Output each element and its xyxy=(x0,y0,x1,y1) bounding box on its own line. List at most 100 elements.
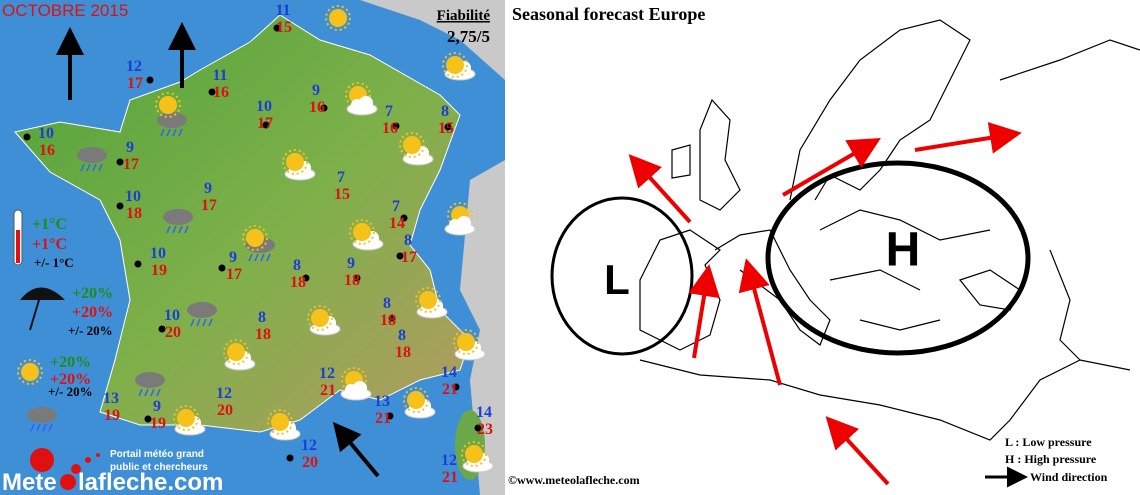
min-temp: 10 xyxy=(164,307,180,324)
max-temp: 17 xyxy=(257,115,273,132)
max-temp: 20 xyxy=(165,324,181,341)
max-temp: 21 xyxy=(442,469,458,486)
city-dot xyxy=(208,88,216,96)
min-temp: 7 xyxy=(337,169,345,186)
max-temp: 15 xyxy=(276,19,292,36)
min-temp: 7 xyxy=(385,103,393,120)
min-temp: 11 xyxy=(212,67,227,84)
legend-text: H : High pressure xyxy=(1005,452,1097,466)
city-dot xyxy=(23,133,31,141)
min-temp: 14 xyxy=(441,364,457,381)
max-temp: 16 xyxy=(309,99,325,116)
legend-text: +1°C xyxy=(32,216,67,233)
min-temp: 12 xyxy=(301,437,317,454)
title: OCTOBRE 2015 xyxy=(2,1,128,20)
city-dot xyxy=(353,274,361,282)
legend-text: +/- 20% xyxy=(68,323,113,338)
wind-arrow xyxy=(914,122,1022,154)
max-temp: 21 xyxy=(442,381,458,398)
min-temp: 10 xyxy=(125,188,141,205)
min-temp: 12 xyxy=(216,385,232,402)
city-dot xyxy=(116,202,124,210)
reliability-value: 2,75/5 xyxy=(447,27,490,46)
min-temp: 14 xyxy=(476,404,492,421)
legend-text: Wind direction xyxy=(1030,470,1108,484)
max-temp: 21 xyxy=(375,410,391,427)
max-temp: 19 xyxy=(104,407,120,424)
legend: +1°C +1°C +/- 1°C +20% +20% +/- 20% +20%… xyxy=(13,209,113,399)
low-label: L xyxy=(604,256,630,303)
min-temp: 13 xyxy=(103,390,119,407)
legend-text: +/- 20% xyxy=(48,384,93,399)
min-temp: 7 xyxy=(392,198,400,215)
max-temp: 16 xyxy=(382,120,398,137)
wind-arrows xyxy=(628,122,1022,486)
city-dot xyxy=(262,121,270,129)
city-dot xyxy=(444,123,452,131)
max-temp: 18 xyxy=(126,205,142,222)
wind-arrow xyxy=(332,421,380,478)
max-temp: 18 xyxy=(255,326,271,343)
max-temp: 15 xyxy=(334,186,350,203)
max-temp: 23 xyxy=(477,421,493,438)
tagline: Portail météo grand xyxy=(110,449,204,460)
min-temp: 12 xyxy=(319,365,335,382)
city-dot xyxy=(286,454,294,462)
min-temp: 9 xyxy=(347,255,355,272)
reliability-label: Fiabilité xyxy=(437,8,491,24)
max-temp: 16 xyxy=(213,84,229,101)
min-temp: 12 xyxy=(126,58,142,75)
min-temp: 9 xyxy=(312,82,320,99)
min-temp: 10 xyxy=(38,125,54,142)
city-dot xyxy=(474,424,482,432)
min-temp: 10 xyxy=(150,245,166,262)
min-temp: 12 xyxy=(441,452,457,469)
city-dot xyxy=(386,412,394,420)
min-temp: 8 xyxy=(258,309,266,326)
max-temp: 17 xyxy=(201,197,217,214)
high-label: H xyxy=(886,224,921,277)
city-dot xyxy=(116,158,124,166)
legend-text: L : Low pressure xyxy=(1005,435,1092,449)
logo: Mete lafleche.com Portail météo grand pu… xyxy=(2,448,223,495)
max-temp: 18 xyxy=(380,312,396,329)
arrows xyxy=(56,22,380,478)
max-temp: 20 xyxy=(217,402,233,419)
legend-text: +/- 1°C xyxy=(34,255,74,270)
min-temp: 9 xyxy=(153,398,161,415)
wind-arrow xyxy=(825,416,890,486)
min-temp: 9 xyxy=(204,180,212,197)
legend-text: +1°C xyxy=(32,236,67,253)
neighbor-land xyxy=(0,0,505,80)
legend-text: +20% xyxy=(50,371,91,388)
wind-arrow xyxy=(688,264,720,359)
max-temp: 19 xyxy=(150,415,166,432)
max-temp: 17 xyxy=(226,266,242,283)
max-temp: 18 xyxy=(395,344,411,361)
city-dot xyxy=(218,264,226,272)
max-temp: 17 xyxy=(123,156,139,173)
min-temp: 13 xyxy=(374,393,390,410)
europe-title: Seasonal forecast Europe xyxy=(512,4,705,24)
max-temp: 20 xyxy=(302,454,318,471)
max-temp: 17 xyxy=(401,249,417,266)
max-temp: 21 xyxy=(320,382,336,399)
min-temp: 9 xyxy=(126,139,134,156)
city-dot xyxy=(452,383,460,391)
min-temp: 8 xyxy=(293,257,301,274)
legend-text: +20% xyxy=(72,285,113,302)
brand: lafleche.com xyxy=(78,469,223,495)
max-temp: 15 xyxy=(438,120,454,137)
max-temp: 18 xyxy=(290,274,306,291)
credit: ©www.meteolafleche.com xyxy=(508,473,640,487)
city-dot xyxy=(388,314,396,322)
max-temp: 19 xyxy=(151,262,167,279)
city-dot xyxy=(396,252,404,260)
min-temp: 8 xyxy=(404,232,412,249)
min-temp: 11 xyxy=(275,2,290,19)
max-temp: 14 xyxy=(389,215,405,232)
max-temp: 16 xyxy=(39,142,55,159)
